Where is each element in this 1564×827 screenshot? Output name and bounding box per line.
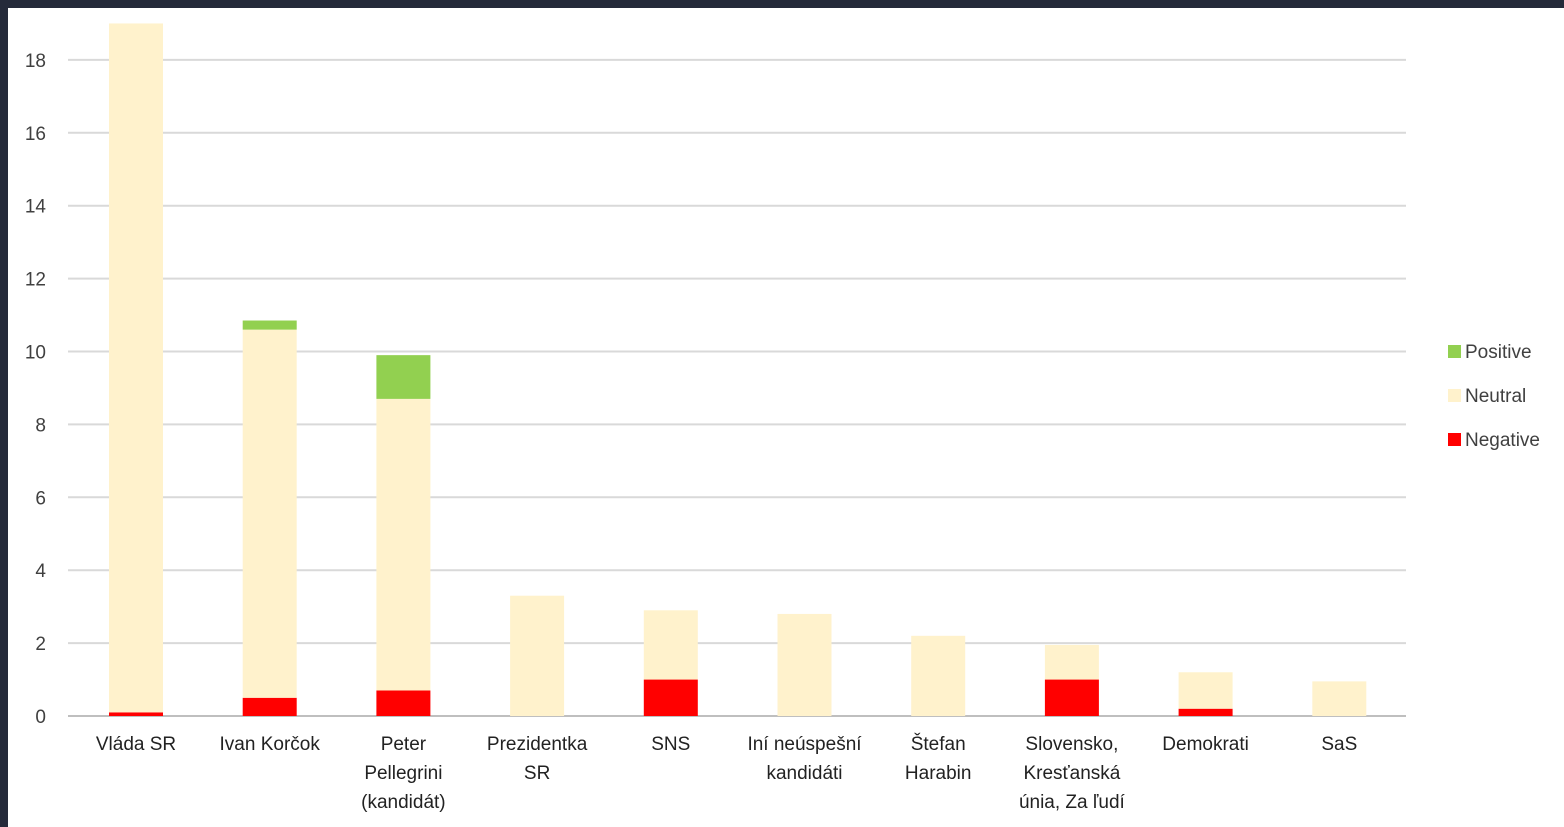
bar-segment-neutral <box>1312 681 1367 716</box>
bar-segment-neutral <box>109 23 163 713</box>
x-category-label-line: kandidáti <box>766 763 842 784</box>
y-tick-label: 10 <box>25 343 46 364</box>
bars <box>109 23 1367 716</box>
legend-label: Positive <box>1465 342 1532 363</box>
bar-segment-neutral <box>911 635 966 716</box>
bar-segment-neutral <box>1044 644 1099 680</box>
x-category-label-line: únia, Za ľudí <box>1019 792 1126 813</box>
y-tick-label: 4 <box>35 561 46 582</box>
bar-segment-positive <box>376 355 431 399</box>
bar-segment-negative <box>242 697 297 716</box>
x-category-label-line: Harabin <box>905 763 972 784</box>
x-category-label-line: Kresťanská <box>1023 763 1120 784</box>
legend-item-neutral: Neutral <box>1448 386 1526 407</box>
x-category-label-line: Pellegrini <box>364 763 442 784</box>
x-category-label: Iní neúspešní kandidáti <box>747 734 862 784</box>
x-category-label: Prezidentka SR <box>487 734 588 784</box>
x-category-label: Demokrati <box>1162 734 1249 755</box>
chart-frame: 0 2 4 6 8 10 12 14 16 18 Vláda SR Ivan Korčok Peter… <box>8 8 1564 827</box>
y-tick-label: 6 <box>35 488 46 509</box>
x-category-label-line: Peter <box>381 734 427 755</box>
x-category-label-line: Demokrati <box>1162 734 1249 755</box>
x-category-label: SaS <box>1321 734 1357 755</box>
y-tick-label: 12 <box>25 270 46 291</box>
x-axis-labels: Vláda SR Ivan Korčok Peter Pellegrini (kandi… <box>96 733 1357 813</box>
y-tick-label: 16 <box>25 124 46 145</box>
bar-segment-negative <box>109 712 163 716</box>
bar-segment-neutral <box>643 610 698 680</box>
legend-label: Negative <box>1465 430 1540 451</box>
x-category-label: Ivan Korčok <box>220 734 321 755</box>
y-axis-ticks: 0 2 4 6 8 10 12 14 16 18 <box>25 51 47 728</box>
y-tick-label: 8 <box>35 415 46 436</box>
x-category-label-line: SaS <box>1321 734 1357 755</box>
bar-segment-negative <box>1044 679 1099 716</box>
legend-swatch <box>1448 389 1461 402</box>
legend-swatch <box>1448 345 1461 358</box>
legend: Positive Neutral Negative <box>1448 342 1540 451</box>
x-category-label-line: Štefan <box>911 733 966 755</box>
y-tick-label: 18 <box>25 51 46 72</box>
legend-swatch <box>1448 433 1461 446</box>
bar-segment-neutral <box>242 329 297 698</box>
bar-segment-negative <box>376 690 431 716</box>
bar-segment-positive <box>242 320 297 330</box>
x-category-label-line: (kandidát) <box>361 792 446 813</box>
x-category-label: Vláda SR <box>96 734 176 755</box>
y-tick-label: 2 <box>35 634 46 655</box>
x-category-label: Slovensko, Kresťanská únia, Za ľudí <box>1019 734 1126 813</box>
bar-segment-negative <box>1178 708 1233 716</box>
x-category-label-line: SR <box>524 763 550 784</box>
x-category-label-line: Prezidentka <box>487 734 588 755</box>
x-category-label: Štefan Harabin <box>905 733 972 784</box>
stacked-bar-chart: 0 2 4 6 8 10 12 14 16 18 Vláda SR Ivan Korčok Peter… <box>25 23 1540 813</box>
x-category-label-line: Ivan Korčok <box>220 734 321 755</box>
y-tick-label: 14 <box>25 197 47 218</box>
legend-label: Neutral <box>1465 386 1526 407</box>
x-category-label-line: Slovensko, <box>1025 734 1118 755</box>
legend-item-positive: Positive <box>1448 342 1532 363</box>
x-category-label: SNS <box>651 734 690 755</box>
legend-item-negative: Negative <box>1448 430 1540 451</box>
x-category-label-line: Vláda SR <box>96 734 176 755</box>
x-category-label-line: Iní neúspešní <box>747 734 862 755</box>
bar-segment-neutral <box>1178 672 1233 709</box>
bar-segment-neutral <box>777 613 832 716</box>
bar-segment-neutral <box>376 398 431 691</box>
x-category-label: Peter Pellegrini (kandidát) <box>361 734 446 813</box>
x-category-label-line: SNS <box>651 734 690 755</box>
bar-segment-neutral <box>510 595 565 716</box>
bar-segment-negative <box>643 679 698 716</box>
y-tick-label: 0 <box>35 707 46 728</box>
